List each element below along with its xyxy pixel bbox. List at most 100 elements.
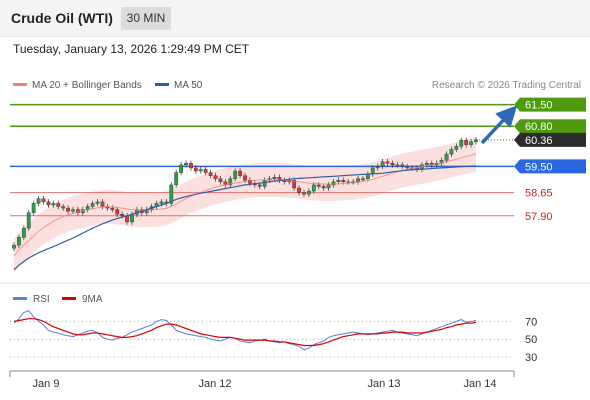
candle-body bbox=[257, 184, 262, 187]
legend-bollinger: MA 20 + Bollinger Bands bbox=[13, 80, 142, 91]
candle-body bbox=[66, 207, 70, 212]
current-price-label: 60.36 bbox=[525, 135, 553, 147]
candle-body bbox=[302, 192, 306, 195]
current-price-tag bbox=[514, 132, 586, 147]
candle-body bbox=[365, 173, 370, 179]
credit-text: Research © 2026 Trading Central bbox=[431, 80, 581, 91]
candle-body bbox=[26, 212, 31, 229]
candle-body bbox=[474, 139, 478, 142]
candle-body bbox=[331, 181, 336, 186]
candle-body bbox=[110, 207, 115, 210]
legend-ma50-label: MA 50 bbox=[174, 80, 203, 91]
header-bar: Crude Oil (WTI) 30 MIN bbox=[0, 0, 590, 37]
candle-body bbox=[444, 153, 449, 161]
candle-body bbox=[169, 184, 174, 204]
candle-body bbox=[292, 180, 297, 189]
candle-body bbox=[464, 139, 469, 145]
candle-body bbox=[248, 180, 252, 184]
candle-body bbox=[424, 163, 429, 166]
x-tick-label: Jan 13 bbox=[367, 378, 400, 390]
candle-body bbox=[233, 170, 238, 179]
candle-body bbox=[198, 169, 203, 172]
rsi-tick-label: 50 bbox=[525, 334, 537, 346]
candle-body bbox=[189, 163, 193, 169]
price-level-label: 61.50 bbox=[525, 100, 553, 112]
candle-body bbox=[203, 169, 208, 173]
ma9-legend-label: 9MA bbox=[82, 294, 103, 305]
candle-body bbox=[395, 164, 400, 167]
candle-body bbox=[321, 186, 326, 189]
candle-body bbox=[306, 190, 311, 195]
candle-body bbox=[454, 146, 459, 150]
candle-body bbox=[184, 163, 188, 166]
candle-body bbox=[218, 178, 223, 183]
candle-body bbox=[12, 244, 16, 249]
candle-body bbox=[311, 184, 316, 192]
candle-body bbox=[61, 206, 66, 209]
x-tick-label: Jan 14 bbox=[463, 378, 496, 390]
candle-body bbox=[120, 214, 125, 216]
price-level-tag bbox=[514, 97, 586, 112]
ma50-line bbox=[13, 165, 477, 271]
rsi-ma9-line bbox=[13, 318, 477, 347]
candle-body bbox=[469, 141, 473, 145]
candle-body bbox=[130, 214, 134, 223]
candle-body bbox=[336, 180, 341, 183]
candle-body bbox=[31, 203, 36, 213]
price-level-label: 57.90 bbox=[525, 211, 553, 223]
candle-body bbox=[341, 180, 346, 183]
candle-body bbox=[449, 149, 454, 155]
candle-body bbox=[380, 161, 385, 167]
candle-body bbox=[326, 184, 331, 189]
candle-body bbox=[356, 178, 360, 183]
price-level-label: 58.65 bbox=[525, 188, 553, 200]
candle-body bbox=[361, 178, 365, 181]
candle-body bbox=[17, 237, 21, 246]
candle-body bbox=[174, 172, 179, 186]
candle-body bbox=[159, 201, 164, 204]
candle-body bbox=[56, 203, 61, 207]
candle-body bbox=[36, 198, 41, 204]
candle-body bbox=[208, 172, 213, 176]
candle-body bbox=[262, 180, 267, 187]
rsi-tick-label: 70 bbox=[525, 316, 537, 328]
legend-ma50: MA 50 bbox=[155, 80, 202, 91]
price-level-label: 59.50 bbox=[525, 161, 553, 173]
bollinger-swatch bbox=[13, 82, 27, 86]
candle-body bbox=[400, 164, 405, 167]
bollinger-band-area bbox=[14, 137, 476, 273]
timeframe-badge[interactable]: 30 MIN bbox=[121, 7, 171, 30]
candle-body bbox=[213, 175, 218, 179]
candle-body bbox=[405, 166, 410, 169]
candle-body bbox=[316, 184, 321, 187]
rsi-legend-label: RSI bbox=[33, 294, 50, 305]
legend-bollinger-label: MA 20 + Bollinger Bands bbox=[32, 80, 142, 91]
candle-body bbox=[193, 167, 198, 172]
candle-body bbox=[243, 175, 247, 181]
ma50-swatch bbox=[155, 82, 169, 86]
x-tick-label: Jan 12 bbox=[198, 378, 231, 390]
candle-body bbox=[71, 209, 75, 212]
chart-datetime: Tuesday, January 13, 2026 1:29:49 PM CET bbox=[13, 42, 250, 56]
candle-body bbox=[375, 166, 380, 169]
candle-body bbox=[90, 203, 95, 207]
candle-body bbox=[385, 161, 390, 164]
candle-body bbox=[459, 139, 464, 147]
ma9-legend-swatch bbox=[62, 297, 76, 300]
instrument-title: Crude Oil (WTI) bbox=[11, 10, 113, 26]
price-level-tag bbox=[514, 119, 586, 134]
candle-body bbox=[272, 176, 277, 179]
x-tick-label: Jan 9 bbox=[33, 378, 60, 390]
candle-body bbox=[41, 198, 46, 203]
candle-body bbox=[297, 187, 301, 193]
rsi-legend-swatch bbox=[13, 297, 27, 300]
candle-body bbox=[100, 201, 105, 207]
candle-body bbox=[228, 178, 233, 186]
rsi-tick-label: 30 bbox=[525, 352, 537, 364]
candle-body bbox=[390, 163, 395, 166]
price-level-label: 60.80 bbox=[525, 121, 553, 133]
candle-body bbox=[95, 201, 100, 204]
price-level-tag bbox=[514, 159, 586, 174]
candle-body bbox=[51, 203, 56, 206]
